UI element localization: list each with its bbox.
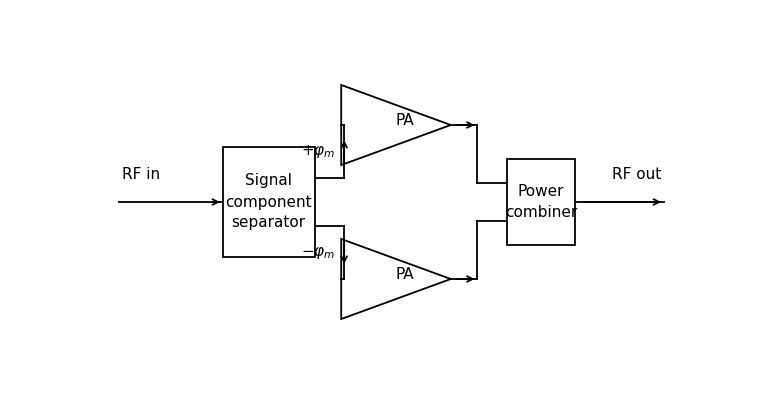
Text: PA: PA <box>396 267 414 282</box>
Bar <box>223 146 315 258</box>
Text: Power
combiner: Power combiner <box>505 184 577 220</box>
Text: RF out: RF out <box>612 167 661 182</box>
Text: Signal
component
separator: Signal component separator <box>225 174 312 230</box>
Text: $-\varphi_m$: $-\varphi_m$ <box>301 245 335 261</box>
Text: $+\varphi_m$: $+\varphi_m$ <box>301 143 335 160</box>
Text: RF in: RF in <box>122 167 160 182</box>
Text: PA: PA <box>396 113 414 128</box>
Bar <box>507 159 575 245</box>
